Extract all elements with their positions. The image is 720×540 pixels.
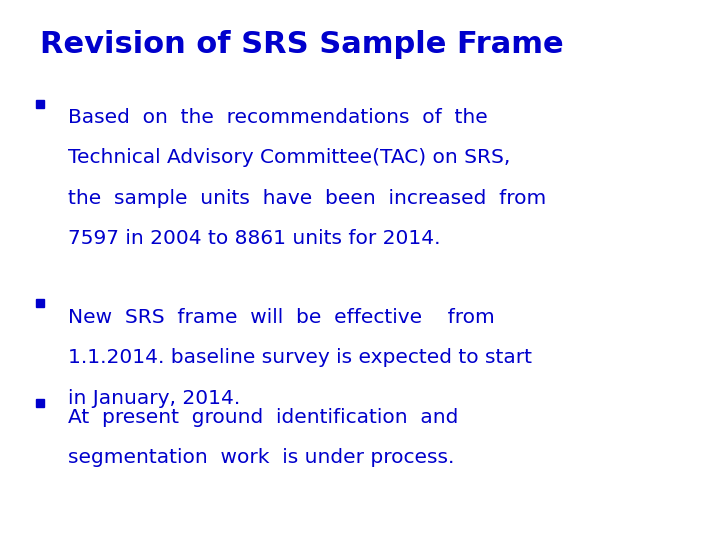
Text: Based  on  the  recommendations  of  the: Based on the recommendations of the bbox=[68, 108, 488, 127]
Text: 7597 in 2004 to 8861 units for 2014.: 7597 in 2004 to 8861 units for 2014. bbox=[68, 230, 441, 248]
Text: in January, 2014.: in January, 2014. bbox=[68, 389, 240, 408]
Text: segmentation  work  is under process.: segmentation work is under process. bbox=[68, 448, 455, 467]
Text: At  present  ground  identification  and: At present ground identification and bbox=[68, 408, 459, 427]
Text: Technical Advisory Committee(TAC) on SRS,: Technical Advisory Committee(TAC) on SRS… bbox=[68, 148, 510, 167]
Text: the  sample  units  have  been  increased  from: the sample units have been increased fro… bbox=[68, 189, 546, 208]
Text: 1.1.2014. baseline survey is expected to start: 1.1.2014. baseline survey is expected to… bbox=[68, 348, 532, 367]
Text: Revision of SRS Sample Frame: Revision of SRS Sample Frame bbox=[40, 30, 563, 59]
Text: New  SRS  frame  will  be  effective    from: New SRS frame will be effective from bbox=[68, 308, 495, 327]
